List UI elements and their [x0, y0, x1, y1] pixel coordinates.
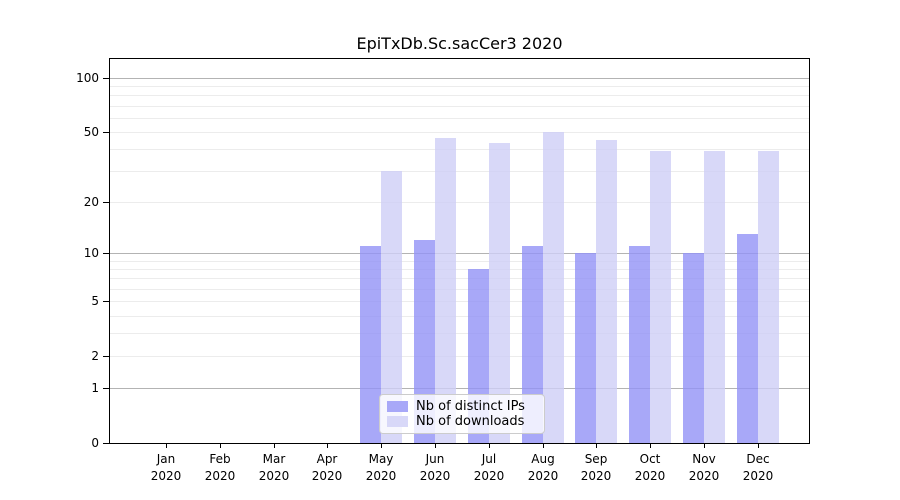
minor-gridline	[110, 278, 809, 279]
legend-item-distinct-ips: Nb of distinct IPs	[387, 400, 537, 413]
bar-downloads	[704, 150, 725, 443]
minor-gridline	[110, 316, 809, 317]
major-gridline	[110, 78, 809, 79]
y-tick-label: 20	[83, 195, 99, 209]
y-tick-mark	[103, 301, 109, 302]
minor-gridline	[110, 106, 809, 107]
bar-distinct-ips	[575, 253, 597, 443]
x-tick-mark	[220, 443, 221, 448]
bar-distinct-ips	[683, 253, 704, 443]
x-tick-label: May 2020	[365, 452, 397, 483]
legend-label-distinct-ips: Nb of distinct IPs	[416, 399, 525, 414]
x-tick-mark	[435, 443, 436, 448]
minor-gridline	[110, 202, 809, 203]
y-tick-mark	[103, 356, 109, 357]
bar-distinct-ips	[521, 246, 543, 443]
minor-gridline	[110, 95, 809, 96]
bar-downloads	[596, 139, 618, 443]
bar-distinct-ips	[414, 239, 435, 443]
y-tick-label: 100	[76, 71, 99, 85]
x-tick-label: Jul 2020	[473, 452, 505, 483]
plot-area	[109, 58, 810, 444]
bar-downloads	[542, 131, 564, 443]
bar-downloads	[381, 171, 403, 443]
x-tick-mark	[704, 443, 705, 448]
x-tick-label: Dec 2020	[742, 452, 774, 483]
minor-gridline	[110, 132, 809, 133]
y-tick-label: 2	[91, 349, 99, 363]
x-tick-mark	[543, 443, 544, 448]
legend-swatch-distinct-ips	[387, 401, 408, 412]
x-tick-mark	[381, 443, 382, 448]
minor-gridline	[110, 261, 809, 262]
x-tick-label: Feb 2020	[204, 452, 236, 483]
chart-title: EpiTxDb.Sc.sacCer3 2020	[356, 34, 563, 53]
x-tick-label: Nov 2020	[688, 452, 720, 483]
x-tick-label: Apr 2020	[311, 452, 343, 483]
x-tick-label: Jan 2020	[150, 452, 182, 483]
minor-gridline	[110, 333, 809, 334]
x-tick-mark	[489, 443, 490, 448]
major-gridline	[110, 388, 809, 389]
y-tick-label: 0	[91, 436, 99, 450]
minor-gridline	[110, 149, 809, 150]
minor-gridline	[110, 171, 809, 172]
bar-downloads	[757, 150, 779, 443]
legend-swatch-downloads	[387, 416, 408, 427]
y-tick-mark	[103, 253, 109, 254]
x-tick-mark	[596, 443, 597, 448]
minor-gridline	[110, 86, 809, 87]
bar-distinct-ips	[360, 246, 382, 443]
y-tick-mark	[103, 132, 109, 133]
minor-gridline	[110, 289, 809, 290]
legend-item-downloads: Nb of downloads	[387, 415, 537, 428]
x-tick-label: Mar 2020	[258, 452, 290, 483]
major-gridline	[110, 253, 809, 254]
bar-downloads	[435, 138, 456, 443]
x-tick-mark	[274, 443, 275, 448]
y-tick-mark	[103, 443, 109, 444]
x-tick-label: Aug 2020	[527, 452, 559, 483]
y-tick-label: 50	[83, 125, 99, 139]
y-tick-mark	[103, 388, 109, 389]
x-tick-mark	[327, 443, 328, 448]
legend-label-downloads: Nb of downloads	[416, 414, 525, 429]
x-tick-label: Jun 2020	[419, 452, 451, 483]
y-tick-label: 10	[83, 246, 99, 260]
x-tick-mark	[758, 443, 759, 448]
y-tick-label: 1	[91, 381, 99, 395]
legend: Nb of distinct IPs Nb of downloads	[379, 394, 545, 434]
minor-gridline	[110, 356, 809, 357]
y-tick-label: 5	[91, 294, 99, 308]
bar-distinct-ips	[629, 246, 651, 443]
x-tick-mark	[650, 443, 651, 448]
bar-downloads	[650, 150, 672, 443]
bar-downloads	[488, 143, 510, 443]
y-tick-mark	[103, 202, 109, 203]
minor-gridline	[110, 301, 809, 302]
bar-distinct-ips	[736, 234, 758, 443]
x-tick-label: Oct 2020	[634, 452, 666, 483]
x-tick-mark	[166, 443, 167, 448]
y-tick-mark	[103, 78, 109, 79]
x-tick-label: Sep 2020	[580, 452, 612, 483]
minor-gridline	[110, 269, 809, 270]
minor-gridline	[110, 118, 809, 119]
